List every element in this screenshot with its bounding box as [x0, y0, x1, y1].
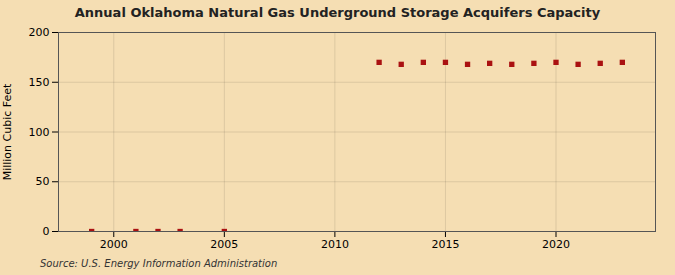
html-text:Source: U.S. Energy Informatio: Source: U.S. Energy Information Administ…: [40, 258, 278, 269]
svg-text:200: 200: [29, 26, 50, 39]
svg-text:0: 0: [43, 225, 50, 238]
svg-text:2000: 2000: [100, 238, 128, 251]
html-text:Annual Oklahoma Natural Gas Un: Annual Oklahoma Natural Gas Underground …: [74, 5, 601, 20]
svg-text:Million Cubic Feet: Million Cubic Feet: [1, 83, 14, 180]
svg-text:2015: 2015: [431, 238, 459, 251]
svg-text:2010: 2010: [321, 238, 349, 251]
svg-text:50: 50: [36, 175, 50, 188]
svg-text:150: 150: [29, 76, 50, 89]
svg-text:2005: 2005: [210, 238, 238, 251]
svg-text:2020: 2020: [542, 238, 570, 251]
svg-text:100: 100: [29, 126, 50, 139]
